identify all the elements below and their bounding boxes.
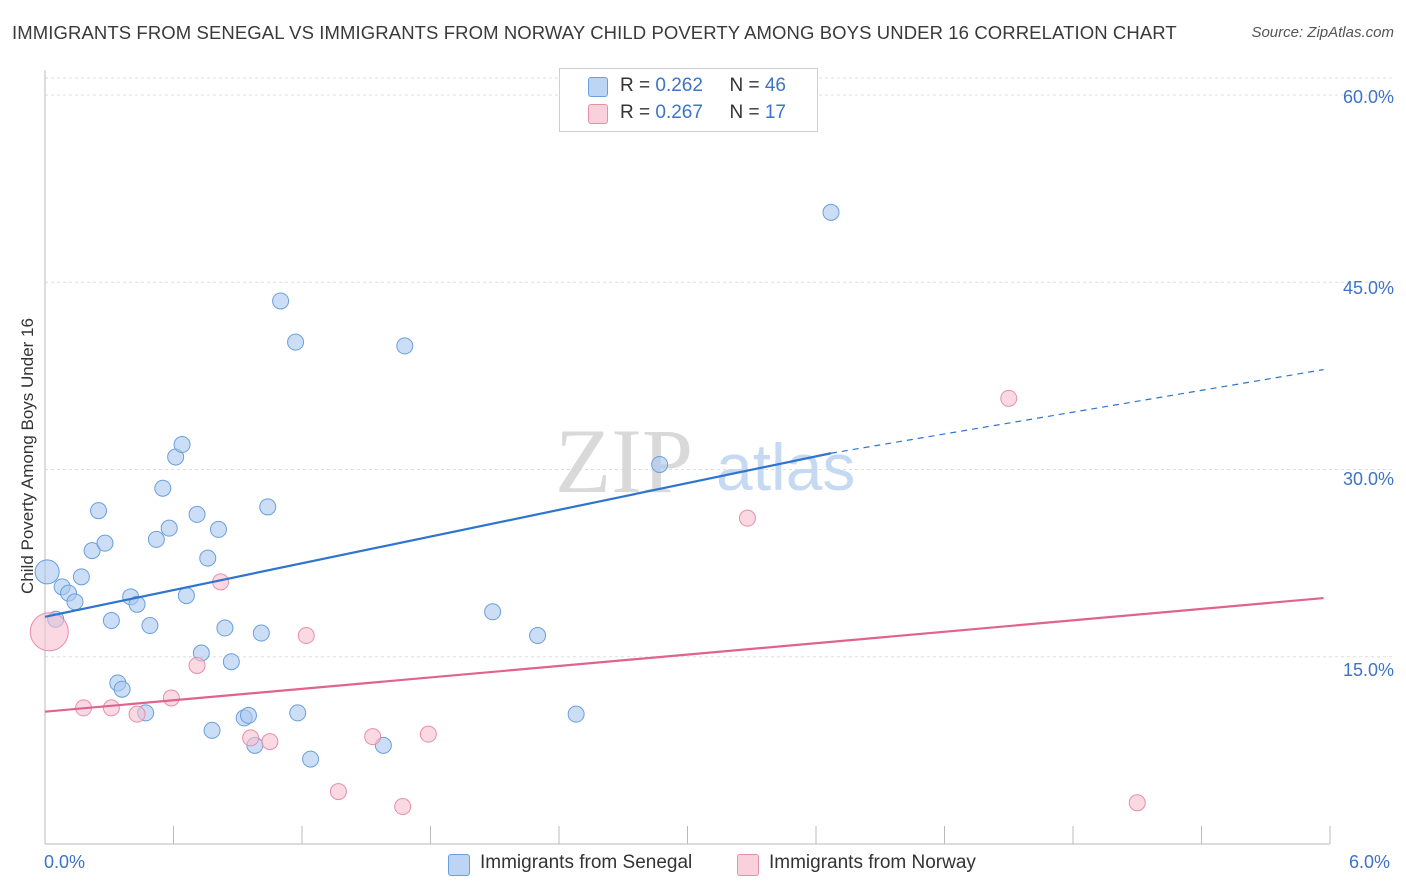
norway-point	[1128, 794, 1146, 812]
senegal-point	[173, 436, 191, 454]
senegal-point	[141, 617, 159, 635]
senegal-r-value: 0.262	[655, 75, 703, 96]
norway-n-value: 17	[764, 102, 786, 123]
senegal-point	[209, 520, 227, 538]
senegal-r-label: R =	[620, 75, 656, 96]
norway-point	[29, 612, 69, 652]
y-tick-label-60: 60.0%	[1342, 87, 1394, 107]
senegal-point	[822, 203, 840, 221]
senegal-point	[252, 624, 270, 642]
senegal-point	[567, 705, 585, 723]
senegal-trend-extension	[830, 369, 1324, 454]
source-credit: Source: ZipAtlas.com	[1251, 24, 1394, 41]
senegal-point	[289, 704, 307, 722]
y-axis-label: Child Poverty Among Boys Under 16	[18, 318, 37, 594]
bottom-senegal-swatch	[448, 854, 470, 876]
senegal-point	[302, 750, 320, 768]
bottom-senegal-label: Immigrants from Senegal	[480, 852, 693, 873]
senegal-point	[203, 721, 221, 739]
norway-point	[297, 627, 315, 645]
y-tick-label-30: 30.0%	[1342, 469, 1394, 489]
norway-point	[419, 725, 437, 743]
senegal-point	[102, 612, 120, 630]
senegal-point	[160, 519, 178, 537]
y-tick-label-15: 15.0%	[1342, 660, 1394, 680]
senegal-n-value: 46	[764, 75, 786, 96]
senegal-point	[147, 530, 165, 548]
senegal-point	[484, 603, 502, 621]
norway-point	[1000, 389, 1018, 407]
senegal-point	[72, 568, 90, 586]
watermark-atlas: atlas	[716, 430, 855, 504]
senegal-point	[239, 706, 257, 724]
senegal-point	[96, 534, 114, 552]
watermark-zip: ZIP	[555, 410, 693, 512]
norway-n-label: N =	[729, 102, 765, 123]
senegal-point	[216, 619, 234, 637]
norway-point	[261, 733, 279, 751]
norway-point	[188, 656, 206, 674]
norway-r-value: 0.267	[655, 102, 703, 123]
norway-point	[242, 729, 260, 747]
senegal-point	[66, 593, 84, 611]
senegal-point	[529, 627, 547, 645]
senegal-point	[128, 595, 146, 613]
senegal-point	[651, 455, 669, 473]
y-tick-label-45: 45.0%	[1342, 278, 1394, 298]
senegal-point	[90, 502, 108, 520]
senegal-point	[188, 505, 206, 523]
x-tick-label-min: 0.0%	[44, 852, 86, 872]
legend-senegal-text: R = 0.262 N = 46	[620, 75, 786, 97]
norway-point	[329, 783, 347, 801]
norway-r-label: R =	[620, 102, 656, 123]
senegal-point	[287, 333, 305, 351]
bottom-norway-label: Immigrants from Norway	[769, 852, 976, 873]
correlation-legend: R = 0.262 N = 46 R = 0.267 N = 17	[559, 68, 818, 132]
legend-norway-text: R = 0.267 N = 17	[620, 102, 786, 124]
x-tick-label-max: 6.0%	[1349, 852, 1391, 872]
senegal-n-label: N =	[729, 75, 765, 96]
senegal-point	[177, 587, 195, 605]
norway-point	[364, 728, 382, 746]
senegal-point	[259, 498, 277, 516]
norway-swatch	[588, 104, 608, 124]
norway-point	[128, 705, 146, 723]
senegal-point	[113, 680, 131, 698]
norway-point	[162, 689, 180, 707]
senegal-point	[34, 559, 60, 585]
norway-point	[738, 509, 756, 527]
senegal-point	[83, 542, 101, 560]
senegal-trend-line	[44, 452, 832, 618]
senegal-point	[199, 549, 217, 567]
senegal-point	[222, 653, 240, 671]
norway-point	[102, 699, 120, 717]
bottom-norway-swatch	[737, 854, 759, 876]
senegal-point	[154, 479, 172, 497]
senegal-point	[396, 337, 414, 355]
senegal-point	[272, 292, 290, 310]
norway-trend-line	[44, 596, 1324, 713]
senegal-swatch	[588, 77, 608, 97]
norway-point	[394, 798, 412, 816]
chart-title: IMMIGRANTS FROM SENEGAL VS IMMIGRANTS FR…	[12, 22, 1177, 43]
